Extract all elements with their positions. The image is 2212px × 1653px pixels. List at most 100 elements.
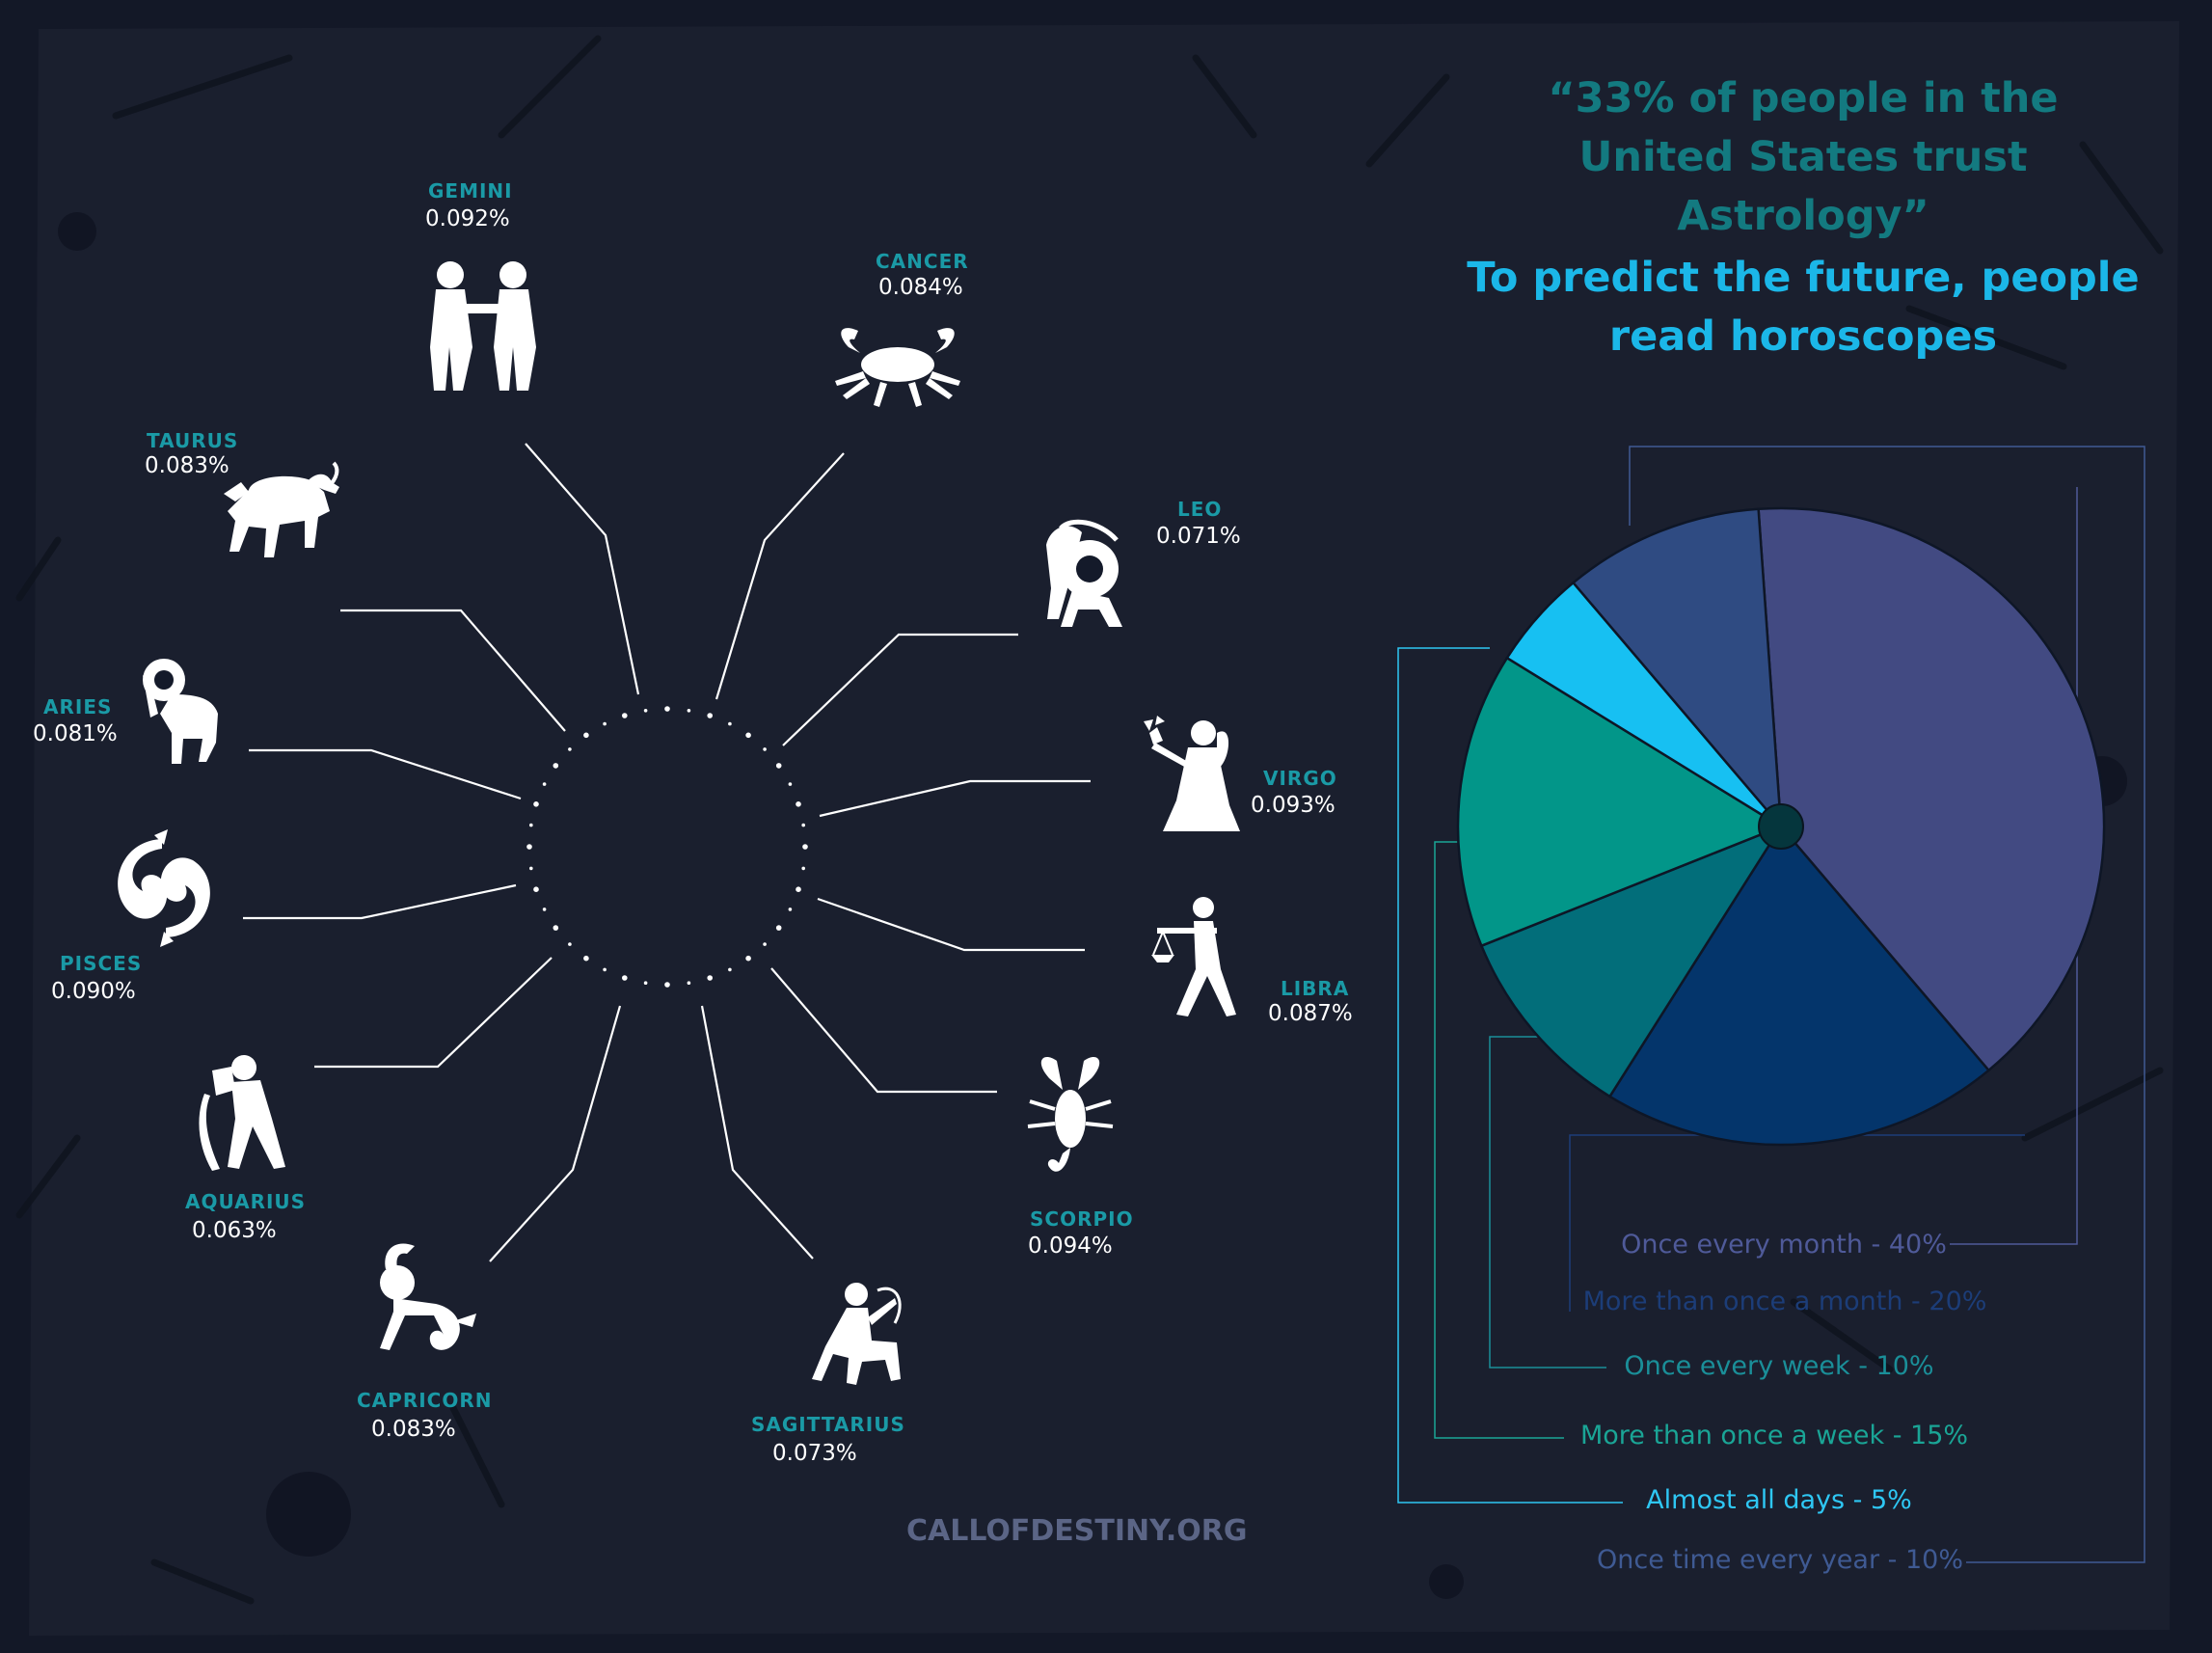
virgo-value: 0.093% [1251,793,1335,818]
footer-website: CALLOFDESTINY.ORG [906,1514,1248,1548]
pisces-name: PISCES [60,952,143,975]
ring-dot [568,942,572,946]
ring-dot [788,908,793,911]
leo-value: 0.071% [1156,524,1241,549]
pisces-value: 0.090% [51,979,136,1004]
ring-dot [745,732,751,739]
ring-dot [802,844,808,850]
ring-dot [526,844,532,850]
libra-name: LIBRA [1281,977,1350,1000]
taurus-value: 0.083% [145,453,229,478]
ring-dot [788,782,793,786]
capricorn-value: 0.083% [371,1417,456,1442]
ring-dot [529,866,533,871]
taurus-name: TAURUS [147,429,239,452]
connector-sagittarius [700,1005,814,1260]
connector-aries [249,748,522,800]
connector-taurus [340,609,566,732]
leader-line-3 [1434,841,1564,1439]
ring-dot [687,981,691,985]
leader-line-5 [1629,446,2145,1563]
chart-title: To predict the future, people read horos… [1467,254,2140,361]
headline-quote: “33% of people in the United States trus… [1548,74,2059,240]
legend-label-5: Once time every year - 10% [1596,1545,1963,1575]
leader-line-1 [1569,1134,2025,1312]
ring-dot [643,981,648,985]
connector-scorpio [770,967,997,1094]
ring-dot [728,967,732,972]
ring-dot [553,763,559,769]
ring-dot [763,942,767,946]
aquarius-value: 0.063% [192,1218,277,1243]
ring-dot [796,801,801,807]
scorpio-value: 0.094% [1028,1233,1113,1259]
pie-slice-0 [1757,506,2106,1072]
ring-dot [583,955,589,962]
ring-dot [583,732,589,739]
ring-dot [707,713,713,718]
legend-label-4: Almost all days - 5% [1646,1485,1912,1515]
ring-dot [664,982,670,988]
connector-libra [817,897,1085,952]
ring-dot [775,925,782,931]
ring-dot [553,925,559,931]
pie-slice-5 [1571,507,1783,830]
pie-slices [1456,506,2106,1147]
gemini-name: GEMINI [428,179,513,203]
ring-dot [664,706,670,712]
libra-value: 0.087% [1268,1001,1353,1026]
connector-pisces [243,883,517,920]
connector-cancer [715,452,845,700]
ring-dot [622,975,628,981]
aquarius-name: AQUARIUS [185,1190,307,1213]
ring-dot [533,886,539,892]
capricorn-name: CAPRICORN [357,1389,493,1412]
pie-center-dot [1758,803,1804,850]
zodiac-ring [526,706,808,988]
ring-dot [643,709,648,713]
cancer-value: 0.084% [878,275,963,300]
legend-label-3: More than once a week - 15% [1579,1421,1969,1450]
sagittarius-name: SAGITTARIUS [751,1413,905,1436]
pie-slice-1 [1607,824,1991,1147]
ring-dot [542,908,547,911]
ring-dot [542,782,547,786]
ring-dot [622,713,628,718]
scorpio-name: SCORPIO [1030,1207,1134,1231]
ring-dot [728,721,732,726]
ring-dot [687,709,691,713]
ring-dot [775,763,782,769]
cancer-name: CANCER [876,250,969,273]
connector-virgo [819,779,1091,818]
pie-slice-2 [1479,824,1785,1098]
legend-label-2: Once every week - 10% [1624,1351,1934,1381]
aries-value: 0.081% [33,721,118,746]
ring-dot [568,747,572,751]
ring-dot [533,801,539,807]
leader-line-4 [1397,647,1623,1504]
sagittarius-value: 0.073% [772,1441,857,1466]
ring-dot [529,823,533,827]
legend-label-0: Once every month - 40% [1621,1230,1947,1260]
ring-dot [801,866,805,871]
ring-dot [801,823,805,827]
legend-label-1: More than once a month - 20% [1582,1287,1987,1316]
connector-gemini [525,443,640,695]
ring-dot [763,747,767,751]
ring-dot [603,721,607,726]
connector-lines [243,443,1091,1262]
pie-slice-3 [1456,656,1784,948]
connector-aquarius [314,957,553,1069]
virgo-name: VIRGO [1263,767,1337,790]
connector-capricorn [489,1005,622,1262]
aries-name: ARIES [43,695,113,718]
connector-leo [782,633,1018,746]
ring-dot [796,886,801,892]
ring-dot [603,967,607,972]
gemini-value: 0.092% [425,206,510,231]
ring-dot [707,975,713,981]
ring-dot [745,955,751,962]
